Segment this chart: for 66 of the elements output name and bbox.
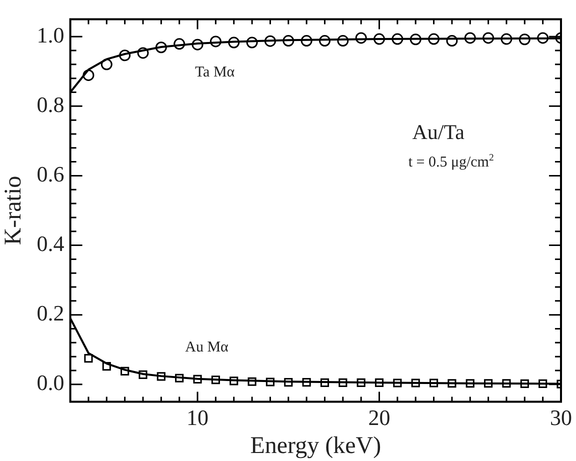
point xyxy=(482,32,494,44)
point xyxy=(448,379,456,388)
point xyxy=(355,32,367,44)
point xyxy=(211,376,220,384)
y-tick-label: 1.0 xyxy=(36,22,64,48)
point xyxy=(318,35,330,47)
point xyxy=(466,379,474,388)
x-tick-label: 30 xyxy=(550,404,572,430)
annotation: Au/Ta xyxy=(412,120,466,144)
point xyxy=(266,378,274,386)
point xyxy=(156,372,166,381)
point xyxy=(155,42,167,54)
point xyxy=(392,33,404,45)
point xyxy=(82,69,94,81)
point xyxy=(338,378,348,387)
point xyxy=(84,354,93,363)
point xyxy=(174,38,186,50)
x-tick-label: 10 xyxy=(186,404,209,430)
y-axis-title: K-ratio xyxy=(0,176,27,246)
y-tick-label: 0.6 xyxy=(36,162,64,186)
point xyxy=(230,376,238,386)
point xyxy=(537,32,549,44)
point xyxy=(210,36,222,48)
point xyxy=(393,378,402,388)
x-axis-title: Energy (keV) xyxy=(250,432,382,459)
point xyxy=(356,378,366,387)
x-tick-label: 20 xyxy=(368,404,390,430)
point xyxy=(411,378,420,388)
annotation: Ta Mα xyxy=(194,64,235,81)
point xyxy=(138,370,148,379)
point xyxy=(538,379,548,388)
y-tick-label: 0.4 xyxy=(36,231,64,256)
point xyxy=(484,379,493,388)
point xyxy=(246,36,258,48)
point xyxy=(428,33,440,45)
point xyxy=(520,379,529,388)
point xyxy=(302,378,311,387)
point xyxy=(464,32,476,44)
point xyxy=(137,47,149,59)
point xyxy=(284,378,293,387)
point xyxy=(228,36,240,48)
point xyxy=(500,33,512,45)
y-tick-label: 0.8 xyxy=(36,92,64,117)
point xyxy=(300,35,312,47)
point xyxy=(264,35,276,47)
point xyxy=(248,377,256,386)
point xyxy=(175,374,184,382)
point xyxy=(102,362,111,371)
point xyxy=(192,38,204,50)
point xyxy=(320,378,330,387)
point xyxy=(374,33,386,45)
point xyxy=(374,378,384,387)
point xyxy=(100,58,112,70)
point xyxy=(119,50,131,62)
point xyxy=(120,366,130,376)
point xyxy=(282,35,294,47)
annotation: Au Mα xyxy=(185,339,229,356)
point xyxy=(429,378,438,388)
point xyxy=(337,35,349,47)
point xyxy=(502,379,511,388)
y-tick-label: 0.0 xyxy=(36,370,64,396)
point xyxy=(193,374,202,384)
point xyxy=(518,34,530,46)
y-tick-label: 0.2 xyxy=(36,300,64,326)
point xyxy=(410,34,422,46)
point xyxy=(446,35,458,47)
